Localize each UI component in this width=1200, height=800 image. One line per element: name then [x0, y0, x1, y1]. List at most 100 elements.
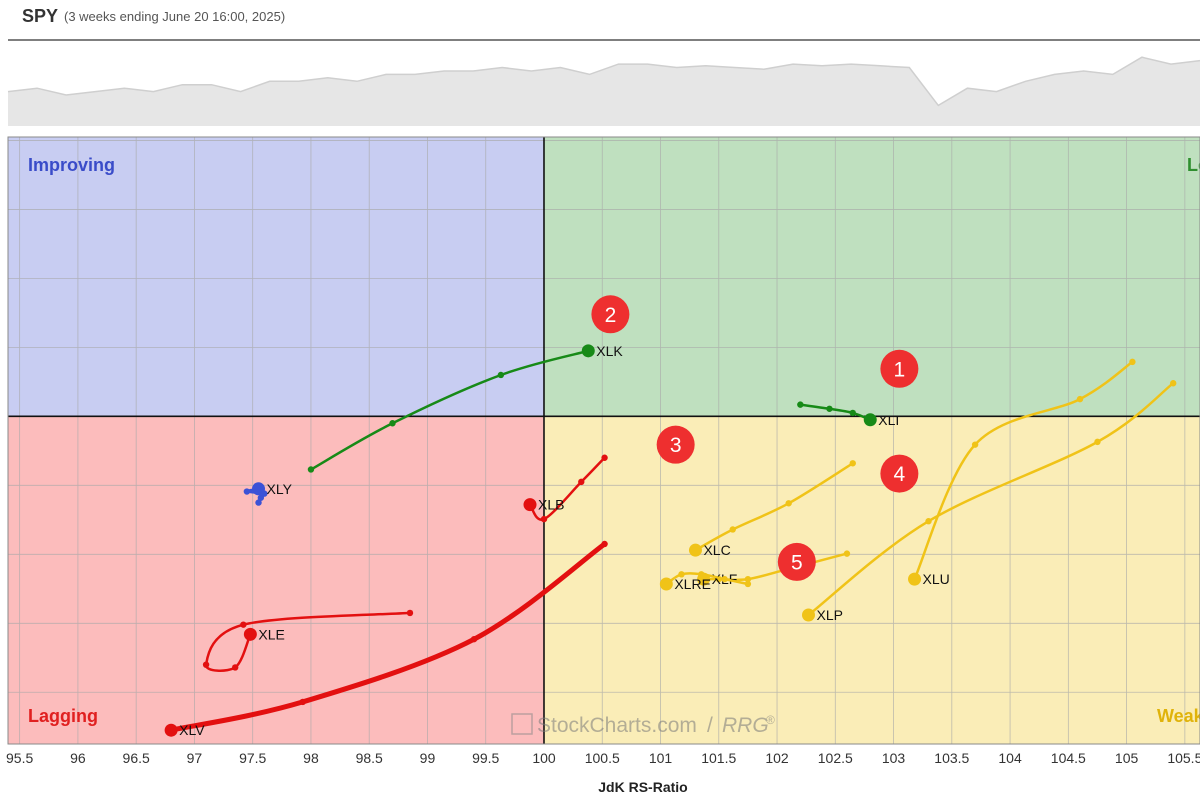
- badge-2-number: 2: [605, 304, 617, 327]
- tail-point-xlp: [1170, 380, 1177, 387]
- symbol-label-xlre: XLRE: [674, 576, 711, 592]
- x-tick-label: 103.5: [934, 750, 969, 766]
- head-xlv: [164, 723, 178, 737]
- tail-point-xlb: [540, 515, 548, 523]
- x-tick-label: 97.5: [239, 750, 266, 766]
- head-xlk: [581, 344, 595, 358]
- tail-point-xlre: [721, 575, 728, 583]
- quadrant-weakening: [543, 416, 1200, 744]
- label-leading: Leading: [1187, 155, 1200, 175]
- tail-xlc: [694, 462, 855, 552]
- x-tick-label: 102: [765, 750, 789, 766]
- chart-header: SPY (3 weeks ending June 20 16:00, 2025): [0, 0, 1200, 34]
- quadrant-improving: [8, 137, 544, 417]
- x-tick-label: 95.5: [6, 750, 33, 766]
- x-tick-label: 97: [187, 750, 203, 766]
- tail-point-xlu: [971, 441, 979, 448]
- tail-point-xlc: [729, 526, 736, 533]
- tail-point-xlu: [1076, 395, 1084, 403]
- tail-xlu: [913, 360, 1134, 581]
- badge-2-circle: [591, 295, 630, 334]
- x-tick-label: 102.5: [818, 750, 853, 766]
- tail-point-xlre: [678, 571, 685, 578]
- watermark: StockCharts.com / RRG®: [511, 713, 775, 737]
- tail-point-xlk: [307, 466, 315, 473]
- tail-point-xlf: [843, 550, 851, 557]
- x-tick-label: 99.5: [472, 750, 499, 766]
- x-tick-label: 96: [70, 750, 86, 766]
- head-xlb: [523, 498, 537, 512]
- x-tick-label: 98: [303, 750, 319, 766]
- badge-4-number: 4: [894, 463, 906, 486]
- plot-border: [7, 136, 1200, 745]
- tail-xle: [204, 611, 412, 672]
- head-xlp: [801, 608, 815, 622]
- badge-5-circle: [777, 542, 816, 581]
- tail-point-xlb: [601, 454, 608, 461]
- x-tick-label: 104: [998, 750, 1022, 766]
- x-tick-label: 99: [420, 750, 436, 766]
- symbol-label-xli: XLI: [878, 412, 899, 428]
- series-group: XLKXLIXLYXLBXLEXLVXLCXLFXLREXLUXLP: [164, 343, 1177, 738]
- tail-point-xli: [826, 405, 833, 412]
- label-improving: Improving: [28, 155, 115, 175]
- quadrant-leading: [543, 137, 1200, 417]
- x-tick-label: 103: [882, 750, 906, 766]
- tail-point-xlre: [744, 580, 752, 588]
- tail-point-xlb: [578, 478, 585, 486]
- x-axis-title: JdK RS-Ratio: [598, 779, 687, 795]
- tail-point-xli: [849, 409, 856, 417]
- head-xlre: [659, 577, 673, 591]
- x-tick-label: 104.5: [1051, 750, 1086, 766]
- symbol-label-xle: XLE: [258, 626, 284, 642]
- tail-point-xlv: [601, 540, 608, 548]
- label-weakening: Weakening: [1157, 706, 1200, 726]
- tail-point-xlk: [497, 371, 505, 379]
- watermark-slash: /: [707, 714, 713, 737]
- x-tick-label: 96.5: [123, 750, 150, 766]
- tail-point-xle: [232, 664, 239, 671]
- tail-point-xle: [406, 609, 414, 617]
- tail-point-xlu: [1129, 358, 1136, 366]
- benchmark-line: [7, 56, 1200, 107]
- x-tick-label: 105: [1115, 750, 1139, 766]
- head-xly: [252, 482, 266, 496]
- tail-point-xle: [240, 621, 247, 628]
- tail-xlv: [168, 541, 608, 733]
- x-tick-label: 100: [532, 750, 556, 766]
- tail-point-xlv: [299, 698, 306, 706]
- tail-xlk: [309, 349, 590, 471]
- quadrant-lagging: [8, 416, 544, 744]
- tail-point-xly: [243, 488, 251, 495]
- badge-1-number: 1: [894, 358, 906, 381]
- tail-xlp: [807, 381, 1175, 617]
- tail-point-xlv: [470, 635, 478, 643]
- head-xle: [243, 627, 257, 641]
- tail-point-xlf: [744, 575, 752, 583]
- x-tick-label: 98.5: [356, 750, 383, 766]
- x-tick-label: 101: [649, 750, 673, 766]
- x-tick-label: 105.5: [1167, 750, 1200, 766]
- benchmark-symbol: SPY: [22, 6, 59, 26]
- benchmark-area: [8, 57, 1200, 127]
- tail-point-xlre: [698, 571, 705, 578]
- symbol-label-xlp: XLP: [816, 607, 842, 623]
- tail-point-xli: [797, 401, 804, 408]
- badge-5-number: 5: [791, 551, 803, 574]
- watermark-brand: StockCharts.com: [537, 714, 697, 737]
- x-tick-label: 100.5: [585, 750, 620, 766]
- symbol-label-xlb: XLB: [538, 497, 564, 513]
- watermark-registered: ®: [766, 713, 775, 727]
- label-lagging: Lagging: [28, 706, 98, 726]
- symbol-label-xlk: XLK: [596, 343, 623, 359]
- period-label: (3 weeks ending June 20 16:00, 2025): [64, 9, 286, 24]
- tail-xlb: [528, 456, 606, 521]
- badge-1-circle: [880, 349, 919, 388]
- x-tick-label: 101.5: [701, 750, 736, 766]
- badge-3-number: 3: [670, 434, 682, 457]
- watermark-logo-icon: [511, 713, 533, 735]
- watermark-rrg: RRG: [722, 714, 769, 737]
- tail-point-xlk: [389, 420, 396, 427]
- grid-lines: [8, 137, 1200, 744]
